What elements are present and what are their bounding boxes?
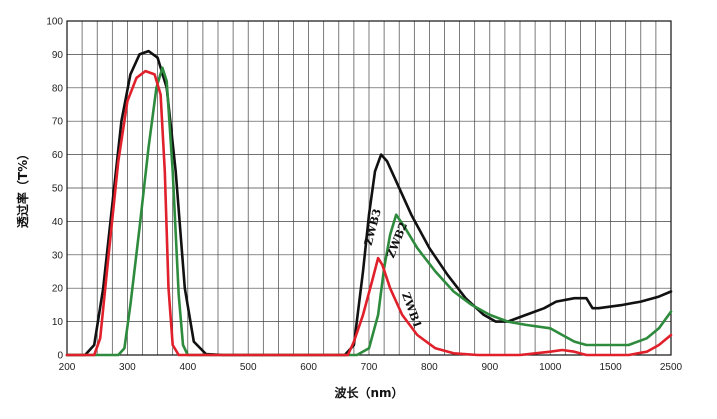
y-tick-label: 30 [52,250,64,261]
y-tick-label: 100 [46,17,63,28]
x-tick-label: 900 [481,362,498,373]
x-tick-label: 1500 [599,362,622,373]
y-tick-label: 80 [52,83,64,94]
x-tick-label: 700 [361,362,378,373]
grid [67,21,671,355]
series-label-zwb1: ZWB1 [399,291,424,331]
x-axis-title: 波长（nm） [334,385,403,400]
y-axis-title: 透过率（T%） [15,148,30,228]
x-tick-label: 300 [119,362,136,373]
y-tick-label: 60 [52,150,64,161]
y-tick-label: 0 [57,351,63,362]
y-tick-label: 20 [52,284,64,295]
y-tick-label: 70 [52,117,64,128]
series-line-zwb2 [65,66,673,357]
x-tick-label: 1000 [539,362,562,373]
x-tick-label: 200 [59,362,76,373]
series-line-zwb1 [65,69,673,357]
x-tick-label: 600 [300,362,317,373]
x-tick-label: 2500 [660,362,683,373]
series-label-zwb3: ZWB3 [362,207,384,246]
y-tick-label: 90 [52,50,64,61]
x-axis-ticks: 200 300 400 500 600 700 800 900 1000 1500 2500 [59,362,683,373]
series-line-zwb3 [65,49,673,357]
y-tick-label: 40 [52,217,64,228]
plot-frame [66,20,672,356]
x-tick-label: 800 [421,362,438,373]
y-tick-label: 10 [52,317,64,328]
series-group [65,49,673,357]
x-tick-label: 400 [179,362,196,373]
y-axis-ticks: 0 10 20 30 40 50 60 70 80 90 100 [46,17,63,362]
x-tick-label: 500 [240,362,257,373]
y-tick-label: 50 [52,184,64,195]
